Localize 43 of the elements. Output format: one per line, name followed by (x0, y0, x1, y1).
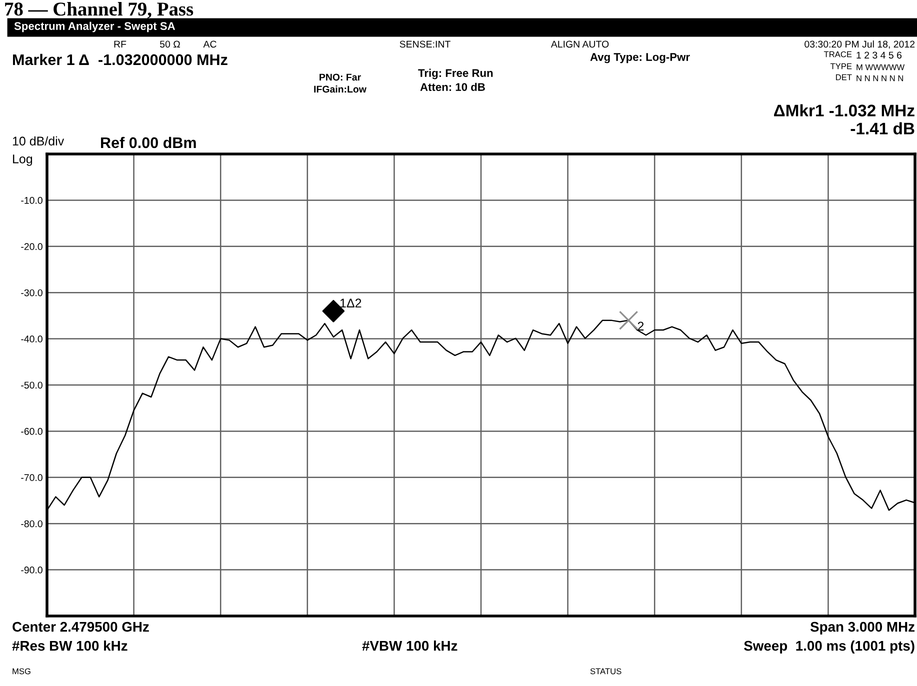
text: #VBW 100 kHz (362, 640, 458, 651)
text: PNO: Far (320, 74, 361, 81)
text: Center 2.479500 GHz (12, 622, 149, 632)
text: TRACE (824, 51, 852, 58)
chart-subtitle: Spectrum Analyzer - Swept SA (14, 22, 176, 32)
text: Log (13, 154, 32, 166)
y-tick-label: -50.0 (21, 382, 42, 389)
text: 50 Ω (160, 40, 180, 48)
text: N N N N N N (856, 75, 904, 82)
y-tick-label: -40.0 (21, 336, 42, 342)
text: Ref 0.00 dBm (101, 136, 196, 148)
annotation: 1Δ2 (340, 298, 362, 308)
text: 1 2 3 4 5 6 (856, 52, 902, 59)
text: ALIGN AUTO (550, 40, 609, 48)
y-tick-label: -30.0 (21, 289, 42, 296)
y-tick-label: -60.0 (21, 428, 42, 435)
text: Sweep 1.00 ms (1001 pts) (744, 640, 914, 654)
y-tick-label: -70.0 (21, 474, 42, 482)
text: #Res BW 100 kHz (12, 640, 128, 651)
text: AC (203, 40, 216, 48)
text: -1.41 dB (850, 122, 914, 134)
y-axis-title: 10 dB/div (12, 136, 64, 146)
text: 03:30:20 PM Jul 18, 2012 (804, 40, 915, 49)
text: M WWWWW (856, 64, 905, 70)
text: Marker 1 Δ -1.032000000 MHz (13, 54, 228, 66)
text: STATUS (590, 668, 622, 674)
chart-title: 78 — Channel 79, Pass (5, 2, 194, 19)
y-tick-label: -80.0 (21, 520, 42, 528)
text: SENSE:INT (400, 40, 450, 48)
text: ΔMkr1 -1.032 MHz (774, 104, 914, 116)
y-tick-label: -90.0 (21, 566, 42, 574)
text: Avg Type: Log-Pwr (590, 53, 690, 64)
y-tick-label: -20.0 (21, 243, 42, 250)
text: MSG (12, 668, 30, 674)
text: Span 3.000 MHz (810, 622, 915, 634)
text: RF (114, 40, 126, 48)
text: TYPE (830, 63, 852, 70)
text: IFGain:Low (314, 85, 366, 93)
annotation: 2 (638, 322, 644, 330)
text: Atten: 10 dB (420, 82, 485, 91)
text: DET (836, 74, 852, 80)
text: Trig: Free Run (418, 68, 493, 80)
y-tick-label: -10.0 (21, 196, 42, 204)
